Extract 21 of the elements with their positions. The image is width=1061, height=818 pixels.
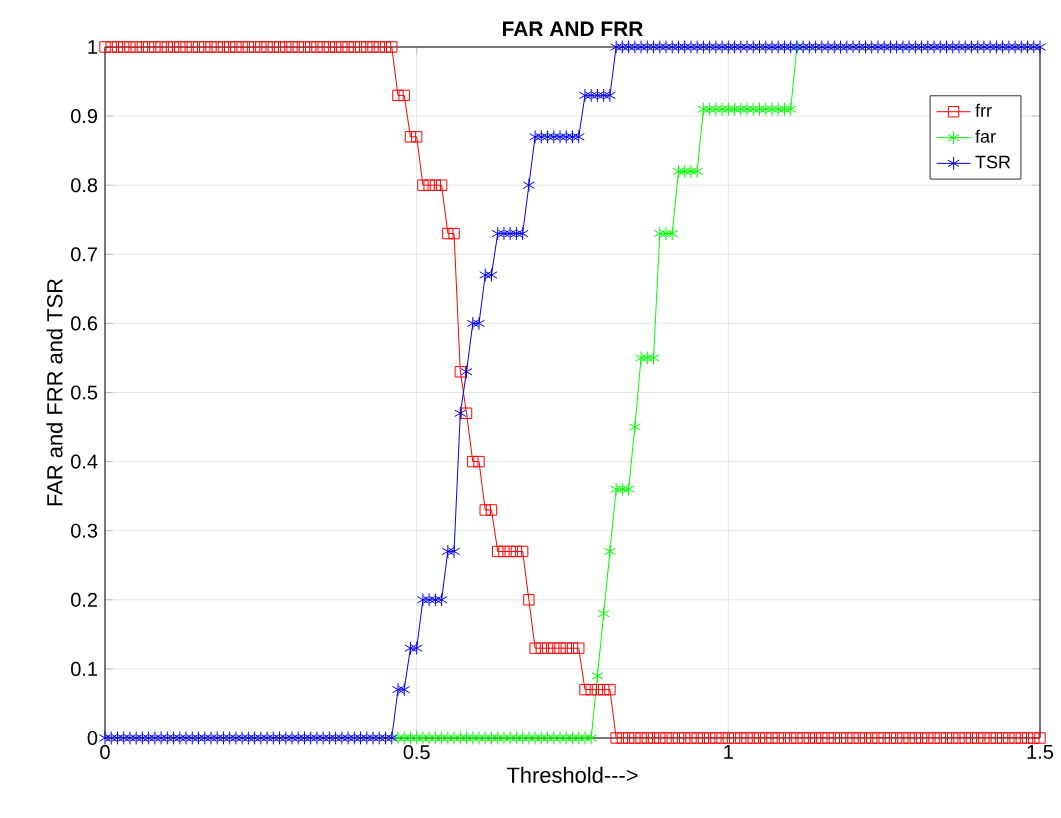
x-tick-label: 0 — [100, 745, 110, 760]
y-tick-label: 0.1 — [71, 661, 97, 676]
y-tick-label: 0.3 — [71, 523, 98, 538]
y-tick-label: 1 — [88, 40, 97, 54]
x-axis-title: Threshold---> — [506, 766, 638, 783]
y-tick-label: 0.7 — [71, 247, 97, 262]
y-tick-label: 0 — [87, 730, 98, 746]
legend-label: frr — [975, 103, 992, 117]
y-axis-title: FAR and FRR and TSR — [46, 279, 63, 506]
chart-title: FAR AND FRR — [503, 21, 643, 36]
y-tick-label: 0.4 — [71, 454, 98, 469]
x-tick-label: 1.5 — [1027, 745, 1054, 759]
x-tick-label: 1 — [724, 745, 733, 759]
y-tick-label: 0.8 — [71, 178, 98, 193]
y-tick-label: 0.5 — [71, 385, 98, 400]
legend-label: TSR — [975, 155, 1011, 169]
y-tick-label: 0.6 — [71, 316, 98, 331]
x-tick-label: 0.5 — [403, 745, 430, 760]
y-tick-label: 0.2 — [71, 592, 97, 607]
legend-label: far — [975, 129, 996, 143]
y-tick-label: 0.9 — [71, 109, 98, 124]
